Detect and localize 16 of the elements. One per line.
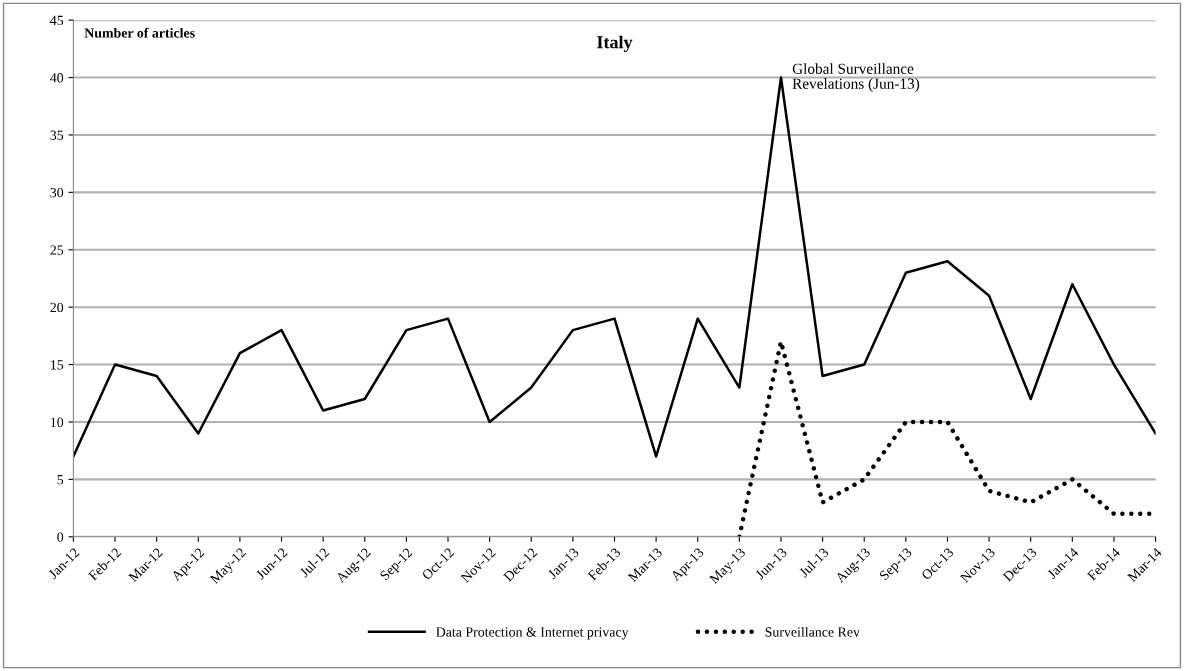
legend-label: Surveillance Rev [765,626,860,637]
y-tick-label: 15 [51,360,64,370]
y-tick-label: 5 [57,475,64,485]
y-tick-label: 45 [50,15,64,26]
y-tick-label: 35 [50,130,64,140]
y-tick-label: 10 [51,417,64,427]
text: Italy [597,35,633,53]
y-tick-label: 40 [50,73,64,83]
y-tick-label: 20 [50,302,64,313]
y-tick-label: 30 [50,187,64,198]
y-axis-title: Number of articles [84,27,195,38]
legend-label: Data Protection & Internet privacy [436,627,629,640]
y-tick-label: 25 [50,245,64,255]
annotation: Global Surveillance Revelations (Jun-13) [792,63,920,92]
y-tick-label: 0 [57,532,64,542]
line-series [73,76,1156,458]
